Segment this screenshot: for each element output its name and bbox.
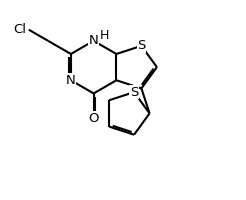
Text: S: S <box>137 39 146 52</box>
Text: Cl: Cl <box>13 23 26 36</box>
Text: N: N <box>89 34 99 47</box>
Text: H: H <box>99 29 109 42</box>
Text: S: S <box>130 86 138 99</box>
Text: N: N <box>66 74 76 87</box>
Text: O: O <box>88 112 99 125</box>
